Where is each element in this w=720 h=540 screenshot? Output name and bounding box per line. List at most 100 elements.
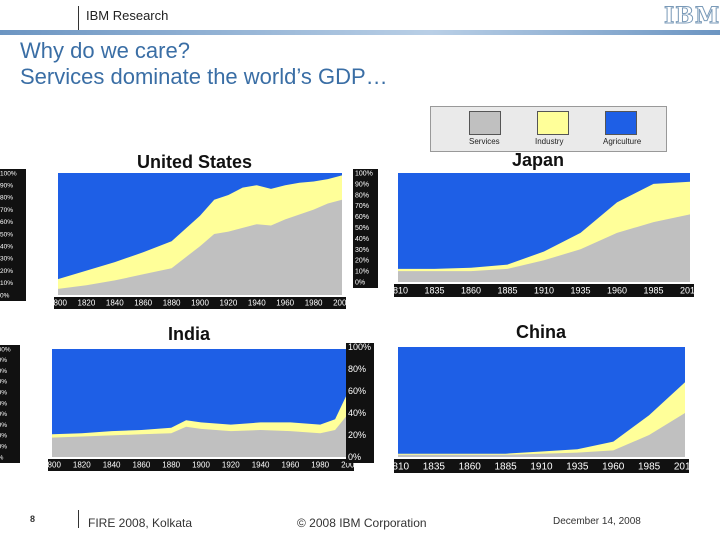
x-tick-label: 1920	[222, 461, 240, 470]
chart-title-china: China	[516, 322, 567, 342]
y-tick-label: 90%	[355, 181, 369, 188]
services-area	[398, 214, 690, 282]
legend-label-services: Services	[469, 137, 500, 146]
y-tick-label: 0%	[348, 452, 361, 462]
services-area	[398, 413, 685, 457]
y-tick-label: 80%	[348, 364, 366, 374]
x-tick-label: 1880	[162, 461, 180, 470]
x-tick-label: 1800	[43, 461, 61, 470]
y-axis-strip	[346, 343, 374, 463]
footer-divider	[78, 510, 79, 528]
footer-date: December 14, 2008	[553, 516, 641, 527]
legend-label-agriculture: Agriculture	[603, 137, 642, 146]
y-tick-label: 20%	[355, 258, 369, 265]
footer-event: FIRE 2008, Kolkata	[88, 516, 193, 530]
x-tick-label: 1885	[495, 462, 518, 473]
y-tick-label: 80%	[0, 195, 13, 202]
y-tick-label: 70%	[0, 379, 7, 386]
y-tick-label: 10%	[0, 280, 13, 287]
x-tick-label: 2000	[333, 299, 351, 308]
y-tick-label: 10%	[0, 443, 7, 450]
x-tick-label: 1960	[602, 462, 625, 473]
ibm-logo: IBM	[663, 3, 720, 30]
x-tick-label: 1835	[423, 462, 446, 473]
slide-title: Why do we care? Services dominate the wo…	[20, 38, 388, 90]
y-tick-label: 40%	[355, 236, 369, 243]
y-tick-label: 20%	[0, 268, 13, 275]
y-tick-label: 20%	[0, 433, 7, 440]
x-tick-label: 1980	[305, 299, 323, 308]
x-tick-label: 1900	[192, 461, 210, 470]
y-tick-label: 100%	[0, 346, 11, 353]
x-tick-label: 1935	[570, 286, 590, 296]
x-tick-label: 2010	[680, 286, 700, 296]
y-tick-label: 10%	[355, 269, 369, 276]
x-tick-label: 1985	[643, 286, 663, 296]
x-tick-label: 1840	[103, 461, 121, 470]
y-tick-label: 50%	[355, 225, 369, 232]
title-line-2: Services dominate the world’s GDP…	[20, 64, 388, 89]
x-tick-label: 2000	[341, 461, 359, 470]
accent-bar	[0, 30, 720, 35]
x-axis-strip	[394, 459, 689, 473]
y-tick-label: 50%	[0, 400, 7, 407]
y-tick-label: 100%	[355, 170, 373, 177]
x-tick-label: 1860	[459, 462, 482, 473]
y-tick-label: 60%	[348, 386, 366, 396]
x-tick-label: 1900	[191, 299, 209, 308]
top-bar: IBM Research IBM	[0, 0, 720, 30]
y-tick-label: 100%	[0, 170, 17, 177]
y-axis-strip	[353, 169, 378, 288]
x-tick-label: 1800	[49, 299, 67, 308]
x-tick-label: 1835	[424, 286, 444, 296]
y-tick-label: 30%	[0, 422, 7, 429]
y-tick-label: 50%	[0, 231, 13, 238]
y-tick-label: 100%	[348, 342, 371, 352]
x-tick-label: 1910	[530, 462, 553, 473]
y-tick-label: 80%	[355, 192, 369, 199]
x-axis-strip	[394, 284, 694, 297]
y-tick-label: 40%	[0, 243, 13, 250]
legend-swatch-agriculture	[605, 111, 637, 135]
y-tick-label: 0%	[355, 279, 365, 286]
x-tick-label: 1880	[163, 299, 181, 308]
x-tick-label: 1860	[133, 461, 151, 470]
x-tick-label: 1980	[311, 461, 329, 470]
y-tick-label: 90%	[0, 182, 13, 189]
chart-title-japan: Japan	[512, 150, 565, 170]
x-tick-label: 1810	[388, 286, 408, 296]
y-tick-label: 40%	[0, 411, 7, 418]
y-tick-label: 60%	[0, 219, 13, 226]
legend-swatch-services	[469, 111, 501, 135]
x-tick-label: 1840	[106, 299, 124, 308]
y-axis-strip	[0, 345, 20, 463]
chart-title-us: United States	[137, 152, 253, 172]
legend-label-industry: Industry	[535, 137, 564, 146]
footer-copyright: © 2008 IBM Corporation	[297, 516, 427, 530]
y-tick-label: 0%	[0, 292, 10, 299]
x-tick-label: 1860	[461, 286, 481, 296]
chart-title-india: India	[168, 324, 211, 344]
x-tick-label: 1920	[220, 299, 238, 308]
x-tick-label: 1960	[607, 286, 627, 296]
x-tick-label: 1820	[73, 461, 91, 470]
page-number: 8	[30, 514, 36, 524]
x-tick-label: 1910	[534, 286, 554, 296]
x-axis-strip	[54, 297, 346, 309]
chart-legend: Services Industry Agriculture	[430, 106, 667, 152]
y-tick-label: 90%	[0, 357, 7, 364]
x-tick-label: 1960	[276, 299, 294, 308]
y-tick-label: 60%	[355, 214, 369, 221]
x-tick-label: 1940	[248, 299, 266, 308]
y-tick-label: 70%	[0, 207, 13, 214]
x-tick-label: 1860	[134, 299, 152, 308]
org-name: IBM Research	[86, 8, 169, 23]
y-tick-label: 20%	[348, 430, 366, 440]
header-divider	[78, 6, 79, 30]
x-tick-label: 1985	[638, 462, 661, 473]
x-tick-label: 1885	[497, 286, 517, 296]
